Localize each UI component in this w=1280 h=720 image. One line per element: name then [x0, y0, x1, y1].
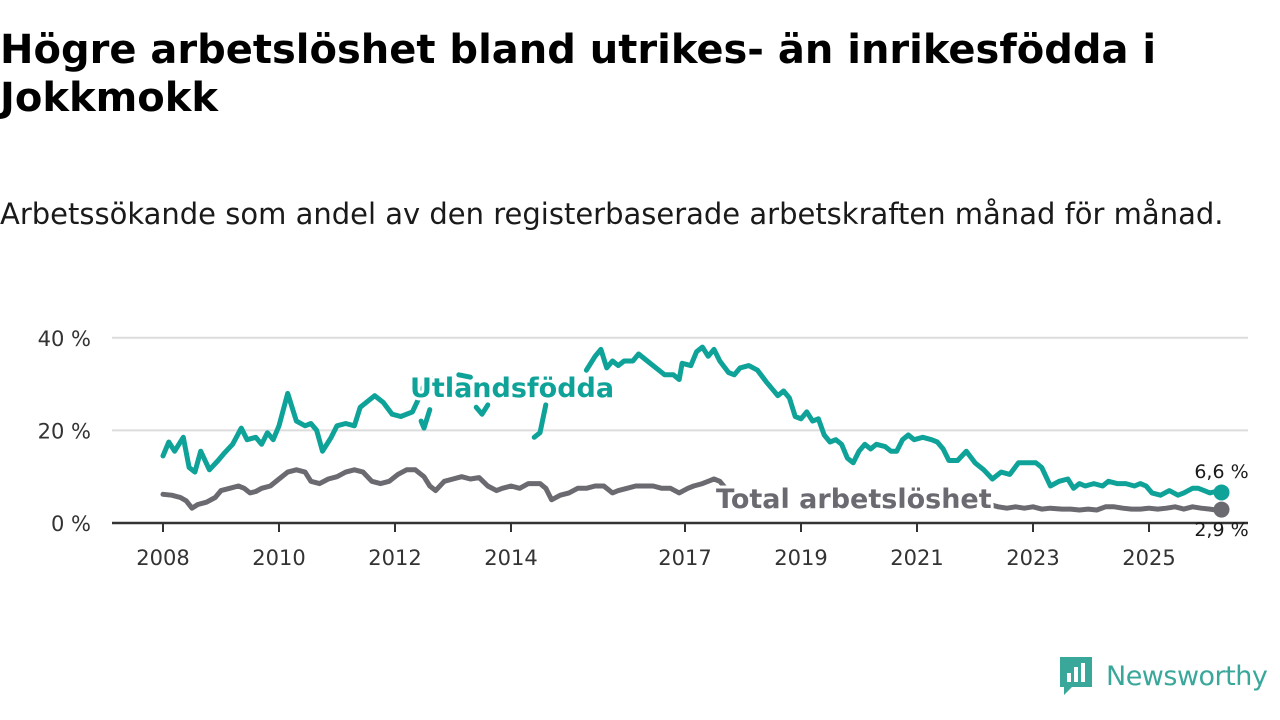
series-labels: Utlandsfödda Total arbetslöshet 6,6 % 2,9 % — [407, 370, 1249, 541]
y-tick-label: 20 % — [38, 419, 91, 443]
end-label-total: 2,9 % — [1194, 519, 1248, 541]
end-label-utlandsfodda: 6,6 % — [1194, 461, 1248, 483]
x-tick-label: 2008 — [136, 546, 189, 570]
end-point-total — [1213, 501, 1230, 518]
end-point-utlandsfodda — [1213, 484, 1230, 501]
series-line-utlandsfodda — [160, 374, 439, 475]
x-tick-label: 2017 — [658, 546, 711, 570]
brand-name: Newsworthy — [1106, 660, 1268, 692]
series-line-utlandsfodda — [418, 407, 433, 431]
series-line-utlandsfodda — [473, 402, 491, 417]
grid-lines — [112, 336, 1248, 525]
x-tick-label: 2014 — [484, 546, 537, 570]
series-label-total: Total arbetslöshet — [716, 484, 992, 515]
x-tick-label: 2025 — [1122, 546, 1175, 570]
x-tick-label: 2019 — [774, 546, 827, 570]
x-tick-label: 2010 — [252, 546, 305, 570]
x-tick-label: 2023 — [1006, 546, 1059, 570]
x-axis-ticks: 2008 2010 2012 2014 2017 2019 2021 2023 2025 — [136, 523, 1176, 570]
x-tick-label: 2021 — [890, 546, 943, 570]
series-line-utlandsfodda — [531, 402, 549, 440]
chart-subtitle: Arbetssökande som andel av den registerb… — [0, 197, 1224, 231]
line-chart: 0 % 20 % 40 % 2008 2010 2012 2014 2017 2019 2021… — [38, 327, 1249, 570]
newsworthy-logo: Newsworthy — [1058, 654, 1268, 698]
y-tick-label: 40 % — [38, 327, 91, 351]
series-line-utlandsfodda — [456, 372, 473, 380]
newsworthy-logo-icon — [1060, 657, 1092, 695]
series-label-utlandsfodda: Utlandsfödda — [410, 373, 614, 404]
series-line-total — [160, 467, 729, 511]
page-title: Högre arbetslöshet bland utrikes- än inr… — [0, 27, 1157, 121]
series-line-utlandsfodda — [583, 344, 1224, 498]
y-tick-label: 0 % — [51, 512, 91, 536]
x-tick-label: 2012 — [368, 546, 421, 570]
series-line-total — [987, 502, 1224, 513]
y-axis-ticks: 0 % 20 % 40 % — [38, 327, 91, 536]
series-lines — [160, 344, 1230, 518]
